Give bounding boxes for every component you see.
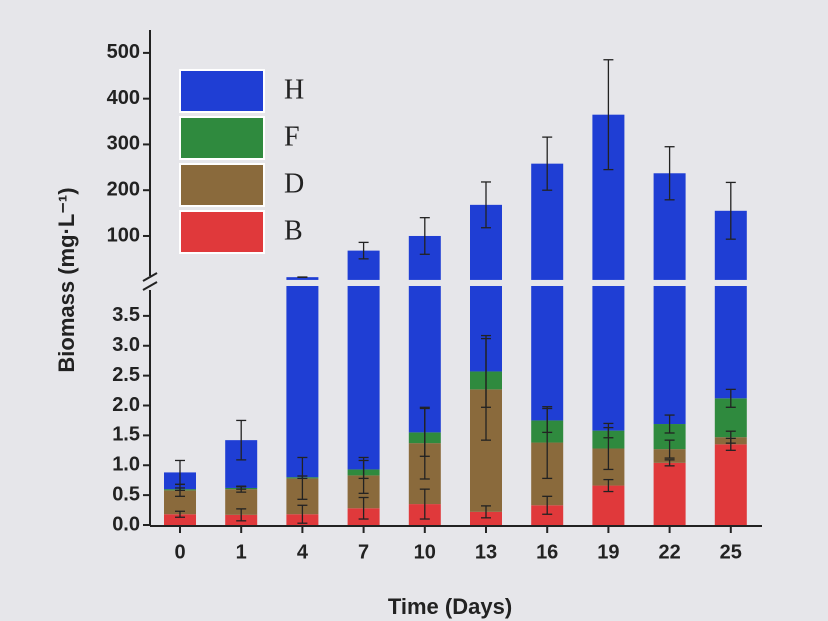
bar-segment [164,514,196,525]
error-bar [297,504,308,524]
bar [164,514,196,525]
legend-swatch [179,116,265,160]
error-bar [542,136,553,191]
bar-segment [653,462,686,525]
y-tick-label: 0.5 [112,483,140,505]
x-tick-label: 13 [475,541,497,563]
error-bar [236,419,247,461]
error-bar [297,475,308,480]
x-tick-label: 19 [597,541,619,563]
y-tick-label: 200 [107,178,140,200]
y-tick-label: 2.5 [112,364,140,386]
bar [286,277,319,478]
error-bar [725,181,736,240]
y-tick-label: 300 [107,133,140,155]
y-tick-label: 500 [107,41,140,63]
error-bar [175,459,185,486]
bar [408,235,441,433]
bar [653,173,686,425]
y-axis-title: Biomass (mg·L⁻¹) [54,187,79,372]
legend-label: H [284,74,304,105]
y-tick-label: 100 [107,224,140,246]
x-tick-label: 16 [536,541,558,563]
bar [714,210,747,399]
x-tick-label: 7 [358,541,369,563]
bar [531,163,564,421]
error-bar [664,414,675,434]
error-bar [481,505,491,519]
bar-segment [286,286,319,478]
error-bar [419,407,430,457]
y-tick-label: 1.5 [112,424,140,446]
bar-segment [531,286,564,421]
legend-label: B [284,215,303,246]
bar-segment [164,490,196,515]
error-bar [236,486,247,490]
x-tick-label: 25 [720,541,742,563]
y-tick-label: 3.0 [112,334,140,356]
y-tick-label: 1.0 [112,454,140,476]
x-axis-title: Time (Days) [388,594,512,619]
error-bar [664,439,675,459]
axis-break [142,272,158,282]
bar-segment [653,286,686,425]
x-tick-label: 1 [236,541,247,563]
legend-swatch [179,163,265,207]
error-bar [603,422,614,439]
error-bar [358,459,369,480]
error-bar [358,496,369,520]
y-tick-label: 400 [107,87,140,109]
bar-segment [347,286,380,470]
error-bar [664,459,675,467]
bar-segment [592,286,625,431]
y-tick-label: 0.0 [112,513,140,535]
bar [531,505,564,525]
bar [347,250,380,470]
error-bar [603,59,614,171]
legend-swatch [179,210,265,254]
bar-segment [714,444,747,525]
legend-label: D [284,168,304,199]
legend-label: F [284,121,300,152]
bar-segment [286,277,319,280]
error-bar [419,217,430,255]
bar [653,462,686,525]
error-bar [236,508,247,522]
x-tick-label: 4 [297,541,309,563]
error-bar [175,487,185,491]
error-bar [542,495,553,515]
error-bar [358,241,369,260]
bar [164,490,196,515]
y-tick-label: 3.5 [112,304,140,326]
bar-segment [714,286,747,399]
error-bar [481,181,491,229]
bar [714,444,747,525]
error-bar [419,488,430,520]
error-bar [664,146,675,201]
error-bar [603,478,614,493]
bar-segment [531,505,564,525]
x-tick-label: 10 [414,541,436,563]
error-bar [725,430,736,444]
legend-swatch [179,69,265,113]
error-bar [175,510,185,518]
error-bar [725,388,736,408]
axis-break [142,281,158,291]
x-tick-label: 22 [658,541,680,563]
y-tick-label: 2.0 [112,394,140,416]
error-bar [542,407,553,434]
error-bar [481,334,491,408]
x-tick-label: 0 [174,541,185,563]
